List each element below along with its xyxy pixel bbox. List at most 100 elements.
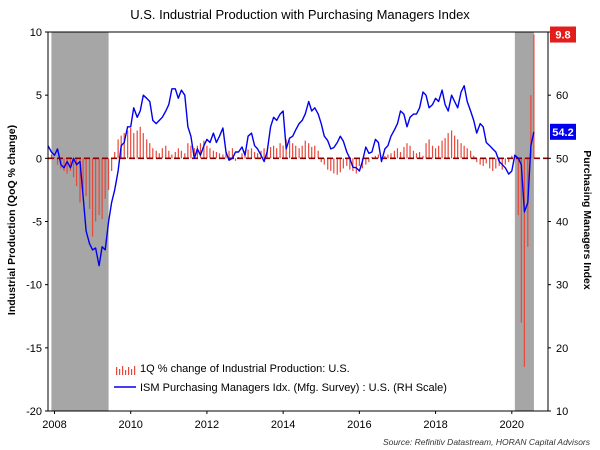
bar: [50, 154, 53, 159]
right-tick-label: 50: [556, 153, 568, 165]
bar: [314, 145, 316, 159]
bar: [304, 140, 306, 159]
bar: [517, 158, 519, 216]
bar: [165, 145, 167, 159]
bar: [279, 143, 281, 159]
bar: [365, 158, 367, 165]
bar: [266, 150, 268, 159]
bar: [206, 145, 208, 159]
bar: [63, 158, 65, 171]
x-tick-label: 2018: [423, 419, 447, 431]
bar: [209, 148, 211, 159]
bar: [460, 143, 462, 159]
bar: [190, 145, 192, 159]
bar: [82, 158, 84, 190]
bar: [95, 158, 97, 222]
bar: [199, 143, 202, 159]
bar: [454, 135, 456, 159]
legend-bar-swatch-mark: [131, 369, 133, 375]
bar: [403, 146, 405, 159]
x-tick-label: 2016: [347, 419, 371, 431]
bar: [292, 143, 294, 159]
bar: [377, 154, 380, 159]
bar: [355, 158, 357, 174]
legend: 1Q % change of Industrial Production: U.…: [114, 363, 447, 394]
bar: [187, 143, 189, 159]
bar: [130, 128, 132, 159]
bar: [111, 158, 113, 171]
bar: [406, 143, 408, 159]
bar: [231, 148, 234, 159]
bar: [387, 154, 389, 159]
right-tick-label: 60: [556, 90, 568, 102]
bar: [396, 148, 399, 159]
legend-bar-swatch-mark: [125, 370, 127, 375]
bar: [431, 145, 434, 159]
bar: [368, 158, 370, 163]
bar: [168, 150, 170, 159]
bar: [415, 153, 418, 159]
bar: [276, 148, 278, 159]
bar: [257, 153, 259, 159]
value-badges: 9.8 54.2: [550, 26, 576, 140]
bar: [273, 145, 275, 159]
bar: [358, 158, 360, 166]
bar: [79, 158, 81, 203]
bar: [409, 145, 411, 159]
bar: [508, 158, 510, 163]
bar: [349, 158, 351, 170]
left-tick-label: 10: [30, 27, 42, 39]
legend-bar-label: 1Q % change of Industrial Production: U.…: [140, 363, 350, 375]
right-tick-label: 20: [556, 343, 568, 355]
bar: [289, 140, 291, 159]
bar: [489, 158, 491, 169]
bar: [317, 150, 319, 159]
legend-bar-swatch-mark: [122, 366, 124, 375]
bar: [476, 158, 478, 163]
bar: [450, 130, 453, 159]
bar: [107, 158, 110, 190]
bar: [504, 158, 506, 165]
bar: [218, 153, 221, 159]
bar: [492, 158, 494, 171]
bar: [196, 145, 198, 159]
bar: [139, 126, 141, 159]
bar: [234, 158, 237, 161]
bar: [177, 148, 179, 159]
bar: [301, 145, 303, 159]
bar: [85, 158, 87, 197]
bar: [374, 155, 376, 159]
left-tick-label: -5: [32, 217, 42, 229]
right-axis: 70605040302010: [548, 27, 568, 418]
left-tick-label: 5: [36, 90, 42, 102]
bar: [250, 148, 253, 159]
bar: [511, 155, 513, 159]
bar: [320, 158, 322, 163]
left-tick-label: 0: [36, 153, 42, 165]
bar: [533, 34, 535, 159]
bar: [241, 153, 243, 159]
bar: [158, 153, 160, 159]
legend-bar-swatch-mark: [116, 367, 118, 375]
bar: [133, 133, 135, 159]
bar: [530, 95, 532, 159]
bar: [161, 148, 163, 159]
bar: [393, 150, 396, 159]
legend-bar-swatch-mark: [119, 369, 121, 375]
bar: [333, 158, 335, 174]
y-axis-right-label: Purchasing Managers Index: [581, 150, 593, 290]
line-series: [47, 84, 535, 267]
right-tick-label: 40: [556, 217, 568, 229]
bar: [117, 139, 119, 159]
bar: [171, 154, 173, 159]
bar: [91, 158, 94, 237]
x-tick-label: 2008: [42, 419, 66, 431]
bar: [114, 152, 116, 159]
x-tick-label: 2010: [118, 419, 142, 431]
bar: [399, 152, 402, 159]
bar: [342, 158, 344, 169]
bar: [323, 158, 325, 165]
left-tick-label: -10: [26, 280, 42, 292]
x-axis: 2008 2010 2012 2014 2016 2018 2020: [42, 411, 524, 431]
